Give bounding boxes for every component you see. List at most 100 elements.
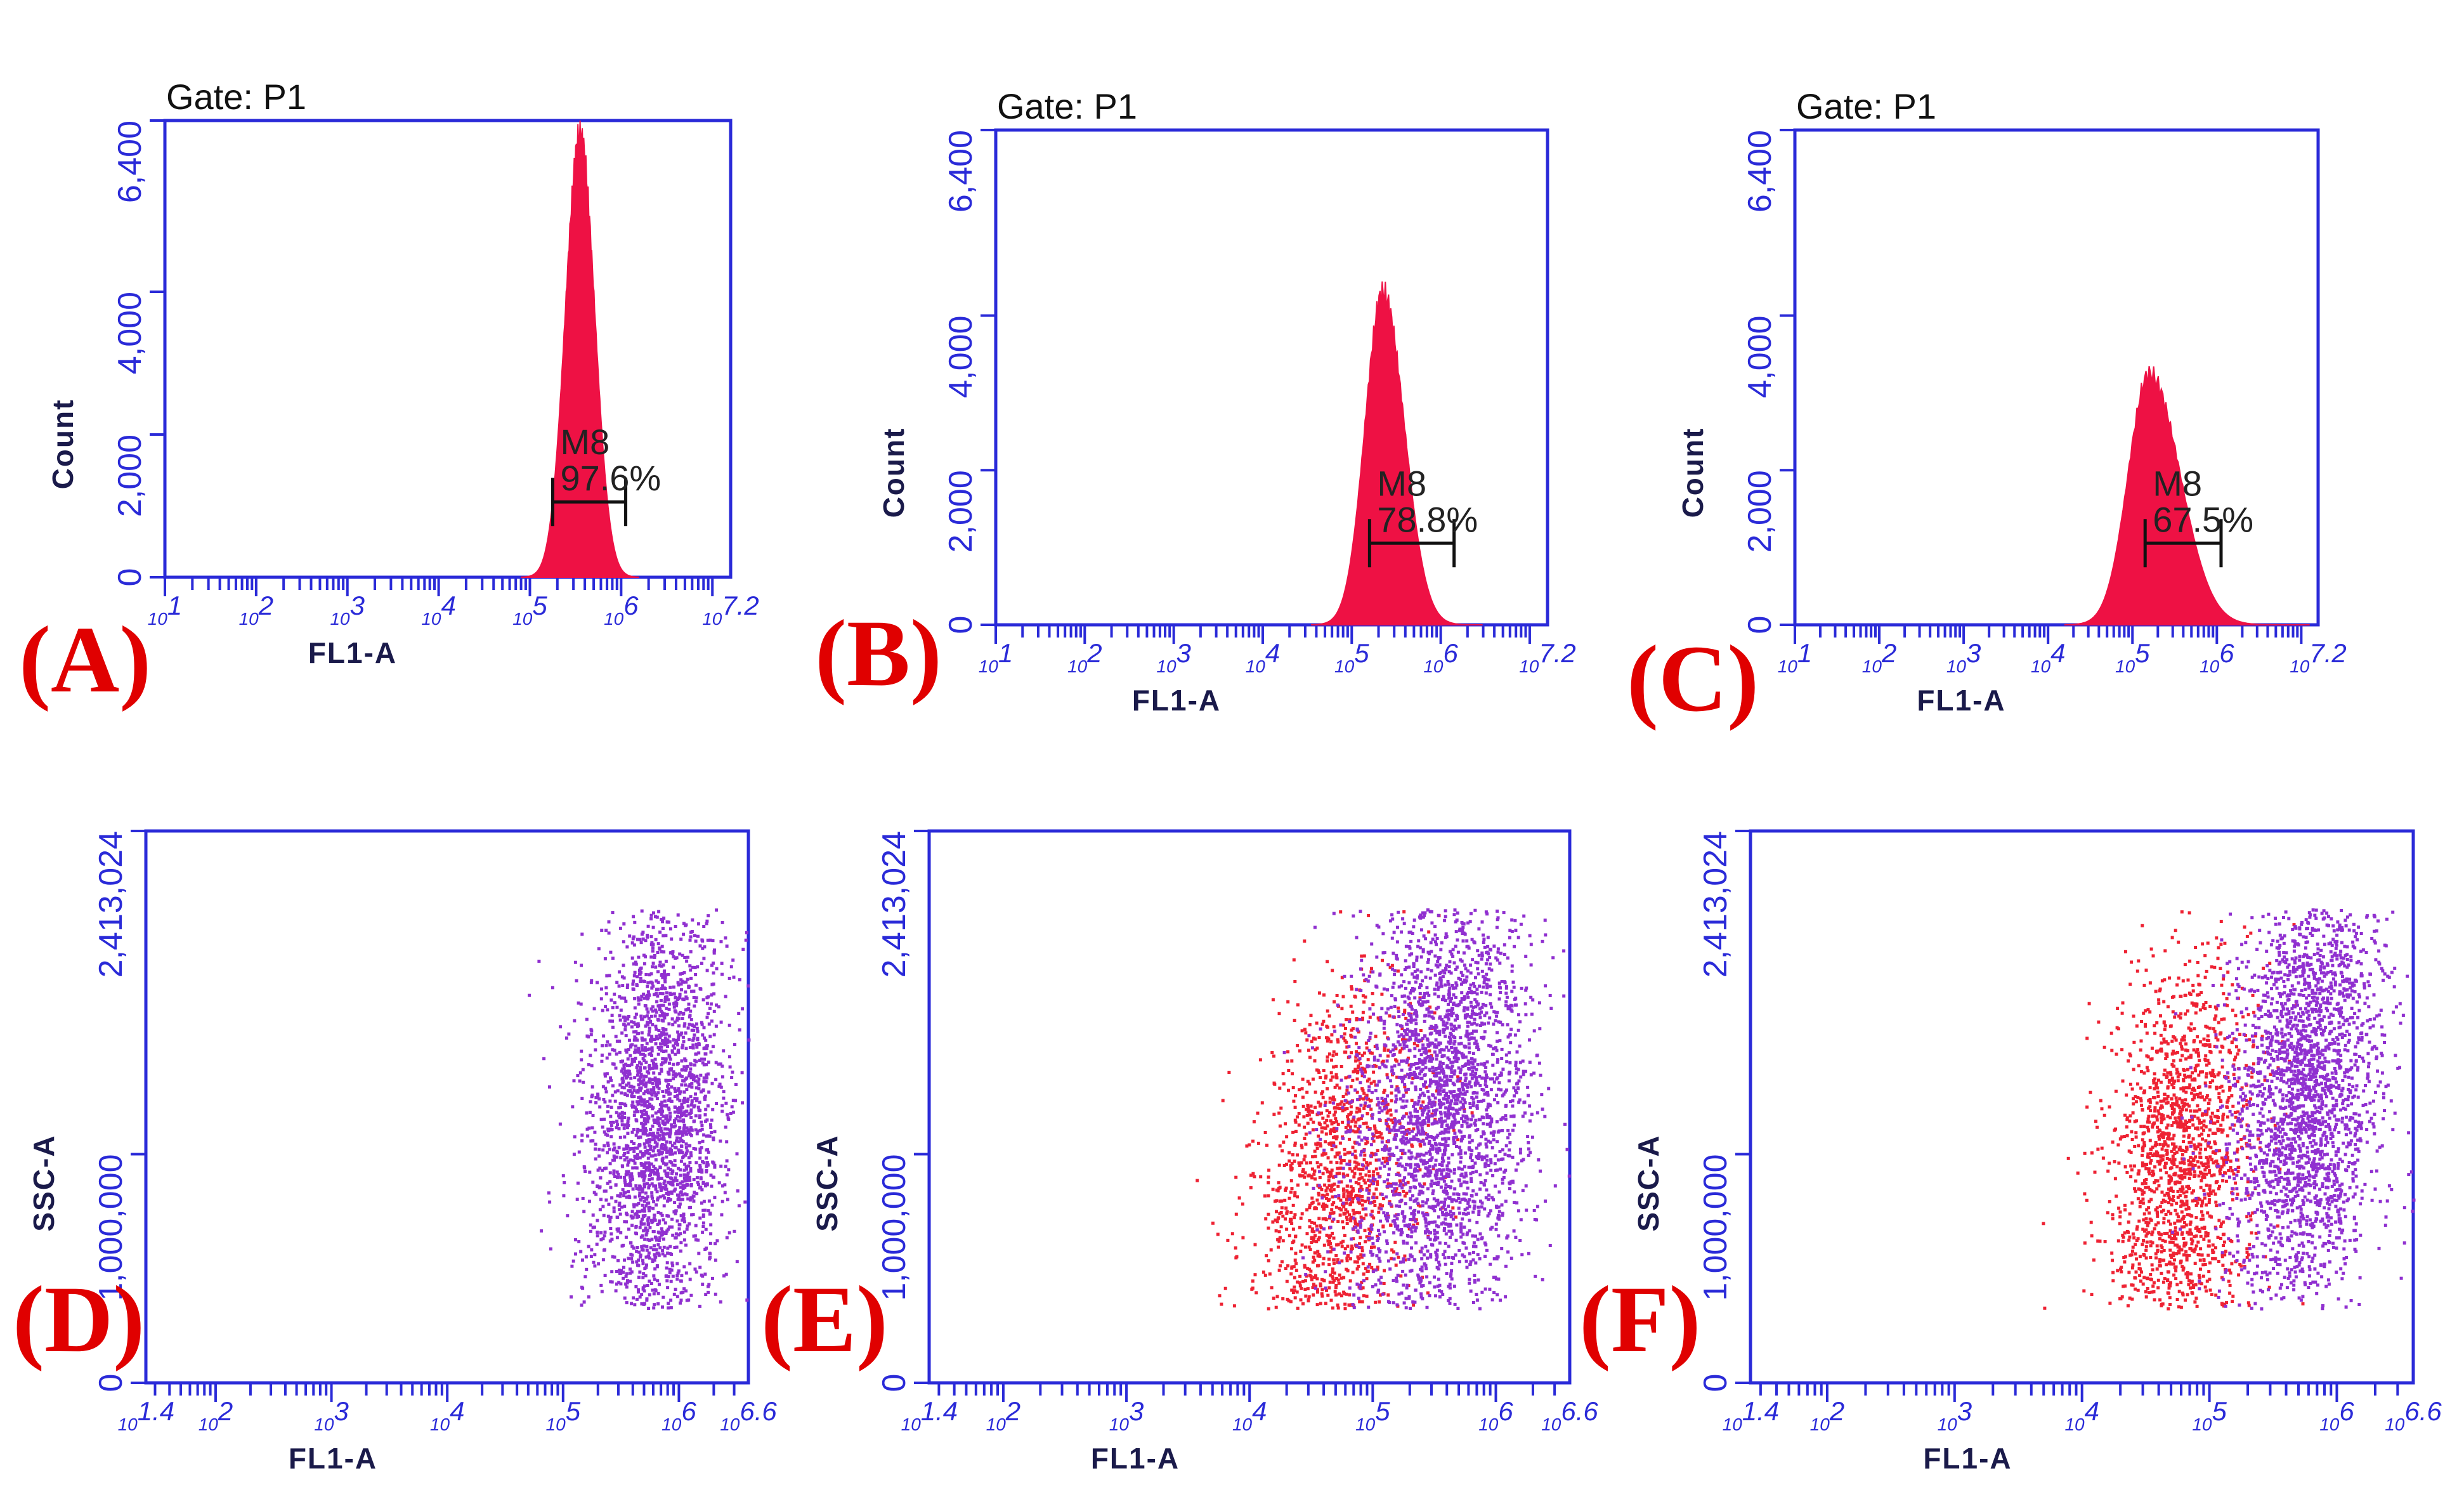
- scatter-point: [1458, 1079, 1462, 1083]
- scatter-point: [1482, 1155, 1486, 1159]
- scatter-point: [1380, 1007, 1384, 1010]
- scatter-point: [1292, 1099, 1296, 1103]
- scatter-point: [1435, 1168, 1439, 1172]
- scatter-point: [1310, 1278, 1313, 1281]
- scatter-point: [1418, 1072, 1422, 1076]
- scatter-point: [688, 938, 692, 942]
- scatter-point: [1369, 1108, 1373, 1111]
- scatter-point: [1377, 1018, 1381, 1022]
- scatter-point: [651, 1149, 655, 1153]
- scatter-point: [1369, 1154, 1372, 1158]
- scatter-point: [1353, 1130, 1357, 1134]
- scatter-point: [706, 1072, 710, 1076]
- scatter-point: [580, 1049, 583, 1053]
- scatter-point: [1322, 993, 1326, 997]
- scatter-point: [664, 934, 668, 938]
- scatter-point: [1510, 969, 1514, 973]
- scatter-point: [635, 983, 639, 986]
- scatter-point: [638, 1077, 642, 1081]
- x-tick-label: 106.6: [1541, 1396, 1598, 1434]
- scatter-point: [685, 1227, 689, 1231]
- scatter-point: [675, 1172, 678, 1176]
- scatter-point: [1316, 1254, 1320, 1258]
- scatter-point: [1407, 945, 1411, 948]
- scatter-point: [645, 1245, 649, 1248]
- scatter-point: [609, 1078, 613, 1082]
- scatter-point: [679, 1181, 682, 1185]
- scatter-point: [651, 943, 655, 946]
- scatter-point: [613, 1001, 616, 1005]
- scatter-point: [639, 971, 642, 974]
- scatter-point: [670, 951, 674, 955]
- scatter-point: [640, 1245, 644, 1248]
- scatter-point: [640, 932, 644, 936]
- scatter-point: [658, 1166, 662, 1170]
- scatter-point: [1449, 1274, 1452, 1278]
- scatter-point: [1293, 1106, 1297, 1109]
- scatter-point: [641, 1203, 644, 1207]
- scatter-point: [1376, 1180, 1379, 1184]
- scatter-point: [1290, 1167, 1294, 1170]
- scatter-point: [609, 1123, 613, 1127]
- scatter-point: [1400, 1116, 1404, 1120]
- scatter-point: [1456, 1075, 1460, 1079]
- scatter-point: [673, 1095, 677, 1099]
- scatter-point: [1329, 1128, 1333, 1132]
- scatter-point: [1331, 1195, 1334, 1199]
- scatter-point: [1495, 1094, 1499, 1097]
- scatter-point: [662, 950, 666, 954]
- scatter-point: [1504, 1104, 1508, 1108]
- scatter-point: [697, 1043, 701, 1047]
- scatter-point: [720, 972, 724, 976]
- scatter-point: [1361, 994, 1365, 998]
- scatter-point: [673, 1087, 677, 1090]
- scatter-point: [668, 1147, 672, 1151]
- scatter-point: [1359, 1236, 1362, 1239]
- scatter-point: [672, 1292, 676, 1296]
- scatter-point: [1330, 1058, 1333, 1062]
- scatter-point: [1360, 1246, 1364, 1250]
- scatter-point: [625, 1172, 629, 1176]
- scatter-point: [672, 1044, 675, 1048]
- scatter-point: [679, 972, 682, 976]
- scatter-point: [1270, 1286, 1274, 1290]
- scatter-point: [686, 1104, 690, 1108]
- scatter-point: [1436, 960, 1440, 963]
- scatter-point: [681, 1218, 684, 1222]
- scatter-point: [702, 925, 706, 928]
- scatter-point: [706, 1163, 710, 1167]
- scatter-point: [1331, 1101, 1335, 1105]
- scatter-point: [1386, 1049, 1390, 1052]
- scatter-point: [678, 996, 681, 1000]
- scatter-point: [1386, 1102, 1390, 1106]
- scatter-point: [1357, 1162, 1360, 1166]
- scatter-point: [659, 999, 663, 1002]
- scatter-point: [1378, 1203, 1382, 1206]
- scatter-point: [617, 1281, 621, 1285]
- scatter-point: [1259, 1175, 1263, 1179]
- scatter-point: [1324, 1076, 1327, 1080]
- scatter-point: [682, 1024, 686, 1028]
- marker-name: M8: [560, 422, 609, 462]
- scatter-point: [1272, 1113, 1276, 1116]
- scatter-point: [1286, 1000, 1290, 1004]
- scatter-point: [1308, 1203, 1312, 1207]
- scatter-point: [651, 961, 655, 965]
- scatter-point: [678, 952, 682, 956]
- scatter-point: [678, 1223, 682, 1227]
- scatter-point: [657, 1138, 661, 1142]
- scatter-point: [1377, 1210, 1381, 1214]
- scatter-point: [1277, 1163, 1281, 1167]
- scatter-point: [1357, 1246, 1361, 1249]
- scatter-point: [638, 1143, 642, 1147]
- scatter-point: [1343, 1148, 1346, 1151]
- scatter-point: [645, 1007, 649, 1011]
- scatter-point: [1351, 1187, 1355, 1191]
- scatter-point: [641, 931, 645, 934]
- scatter-point: [1301, 1168, 1305, 1172]
- scatter-point: [1385, 1217, 1388, 1220]
- scatter-point: [623, 1071, 627, 1075]
- scatter-point: [723, 1191, 727, 1194]
- scatter-point: [1500, 1057, 1504, 1060]
